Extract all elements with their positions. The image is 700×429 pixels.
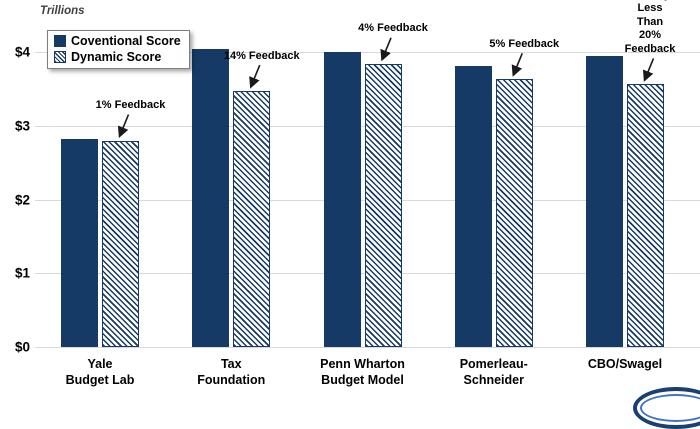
annotation-feedback-penn-wharton-budget-model: 4% Feedback: [358, 22, 428, 35]
y-tick-label: $2: [14, 192, 30, 207]
annotation-arrow-cbo-swagel: [642, 58, 655, 82]
category-label-penn-wharton-budget-model: Penn Wharton Budget Model: [320, 357, 405, 387]
bar-dynamic-yale-budget-lab: [102, 140, 139, 347]
annotation-feedback-yale-budget-lab: 1% Feedback: [95, 99, 166, 111]
category-label-pomerleau-schneider: Pomerleau- Schneider: [459, 357, 528, 387]
annotation-arrow-pomerleau-schneider: [511, 52, 523, 77]
bar-dynamic-tax-foundation: [233, 91, 271, 347]
annotation-feedback-pomerleau-schneider: 5% Feedback: [489, 37, 560, 50]
legend-item-dynamic-score: Dynamic Score: [54, 50, 181, 64]
category-label-tax-foundation: Tax Foundation: [197, 357, 266, 387]
bar-conventional-tax-foundation: [192, 49, 230, 347]
legend-label: Dynamic Score: [71, 50, 162, 64]
bar-dynamic-pomerleau-schneider: [495, 79, 533, 347]
annotation-arrow-tax-foundation: [249, 64, 261, 89]
gridline-4: [35, 52, 700, 53]
y-tick-label: $0: [14, 339, 30, 355]
y-tick-label: $1: [14, 265, 30, 281]
legend-label: Coventional Score: [71, 34, 181, 48]
bar-conventional-cbo-swagel: [586, 55, 623, 347]
annotation-feedback-cbo-swagel: Notably Less Than 20% Feedback: [624, 0, 676, 55]
legend-item-conventional-score: Coventional Score: [54, 34, 181, 48]
bar-conventional-pomerleau-schneider: [454, 66, 492, 347]
category-label-cbo-swagel: CBO/Swagel: [587, 357, 663, 371]
bar-dynamic-penn-wharton-budget-model: [364, 63, 402, 347]
annotation-arrow-penn-wharton-budget-model: [380, 37, 392, 62]
annotation-feedback-tax-foundation: 14% Feedback: [223, 49, 300, 62]
axis-units-label: Trillions: [40, 5, 85, 17]
bar-conventional-yale-budget-lab: [61, 139, 98, 347]
legend-swatch-hatched: [54, 51, 66, 63]
y-tick-label: $3: [14, 118, 30, 134]
category-label-yale-budget-lab: Yale Budget Lab: [65, 357, 135, 387]
gridline-0: [35, 347, 700, 348]
y-tick-label: $4: [14, 44, 30, 60]
bar-dynamic-cbo-swagel: [627, 84, 664, 347]
circular-emblem-logo: [633, 387, 700, 429]
legend: Coventional Score Dynamic Score: [47, 30, 190, 69]
bar-conventional-penn-wharton-budget-model: [323, 52, 361, 347]
legend-swatch-solid: [54, 35, 66, 47]
circular-emblem-inner-ring: [640, 394, 700, 422]
